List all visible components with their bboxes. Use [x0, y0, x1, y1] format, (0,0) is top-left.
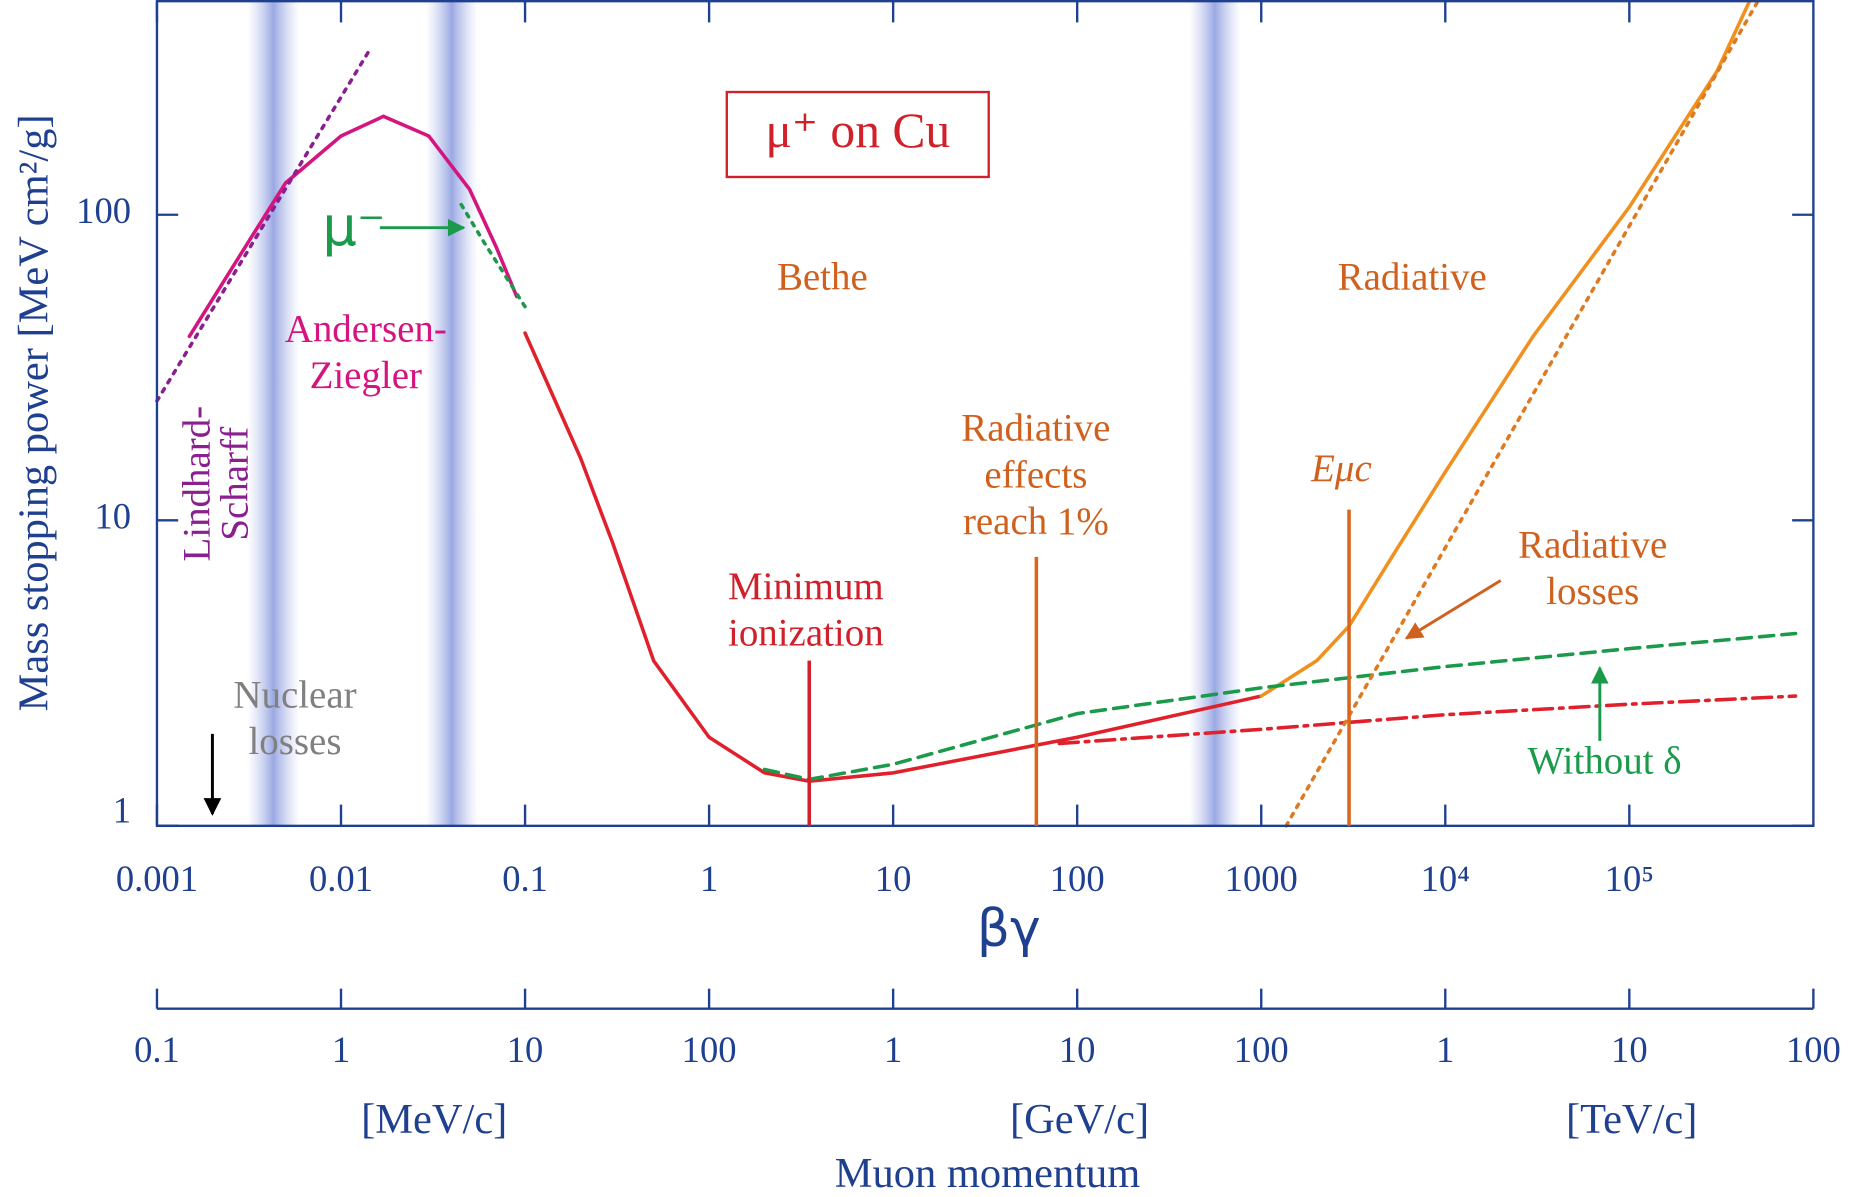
- annotation: Nuclear: [233, 673, 356, 716]
- series-line: [459, 202, 527, 309]
- x2-tick-label: 1: [1436, 1029, 1454, 1070]
- series-line: [1057, 694, 1798, 746]
- annotation: Minimum: [728, 565, 884, 608]
- annotation: μ⁻: [322, 195, 385, 258]
- y-tick-label: 10: [94, 496, 131, 537]
- chart-title: μ⁺ on Cu: [765, 103, 950, 158]
- unit-label: [GeV/c]: [1010, 1096, 1149, 1143]
- x2-tick-label: 100: [682, 1029, 737, 1070]
- unit-label: [TeV/c]: [1566, 1096, 1697, 1143]
- x-tick-label: 10⁵: [1605, 858, 1654, 899]
- series-line: [187, 114, 519, 339]
- annotation: Ziegler: [310, 354, 422, 397]
- title-box: [725, 90, 990, 179]
- plot-frame: [155, 0, 1815, 828]
- y-tick-label: 1: [113, 789, 131, 830]
- annotation: Radiative: [1518, 524, 1667, 567]
- annotation: losses: [249, 720, 342, 763]
- x-tick-label: 10⁴: [1421, 858, 1470, 899]
- annotation: Radiative: [961, 407, 1110, 450]
- annotation: ionization: [728, 611, 884, 654]
- x2-tick-label: 10: [1611, 1029, 1648, 1070]
- annotation: Eμc: [1310, 447, 1372, 490]
- series-line: [1259, 0, 1752, 698]
- x2-tick-label: 0.1: [134, 1029, 180, 1070]
- band: [1188, 1, 1241, 826]
- x-tick-label: 1000: [1225, 858, 1298, 899]
- annotation: Without δ: [1528, 739, 1682, 782]
- annotation: Radiative: [1338, 256, 1487, 299]
- annotation: Andersen-: [285, 308, 447, 351]
- x2-tick-label: 10: [1059, 1029, 1096, 1070]
- x-tick-label: 10: [875, 858, 912, 899]
- x2-tick-label: 1: [884, 1029, 902, 1070]
- y-tick-label: 100: [76, 190, 131, 231]
- unit-label: [MeV/c]: [361, 1096, 507, 1143]
- series-line: [762, 631, 1798, 782]
- arrow: [1404, 579, 1502, 640]
- series-line: [155, 50, 370, 403]
- x2-axis-label: Muon momentum: [835, 1150, 1141, 1197]
- annotation: reach 1%: [963, 500, 1109, 543]
- band: [425, 1, 478, 826]
- annotation: effects: [984, 453, 1087, 496]
- band: [247, 1, 300, 826]
- x2-tick-label: 100: [1786, 1029, 1841, 1070]
- x-tick-label: 0.001: [116, 858, 198, 899]
- x2-tick-label: 1: [332, 1029, 350, 1070]
- bands: [247, 1, 1241, 826]
- annotation: Lindhard-: [176, 406, 219, 562]
- annotation: losses: [1546, 570, 1639, 613]
- x-axis-label: βγ: [977, 899, 1041, 959]
- series-line: [1284, 0, 1760, 828]
- x-tick-label: 0.01: [309, 858, 373, 899]
- x-tick-label: 0.1: [502, 858, 548, 899]
- x2-tick-label: 100: [1234, 1029, 1289, 1070]
- y-axis-label: Mass stopping power [MeV cm²/g]: [11, 114, 58, 711]
- annotation: Scharff: [213, 427, 256, 541]
- x-tick-label: 1: [700, 858, 718, 899]
- x-tick-label: 100: [1050, 858, 1105, 899]
- x2-tick-label: 10: [507, 1029, 544, 1070]
- series-line: [523, 331, 1264, 784]
- curves: [155, 0, 1798, 828]
- annotation: Bethe: [777, 256, 868, 299]
